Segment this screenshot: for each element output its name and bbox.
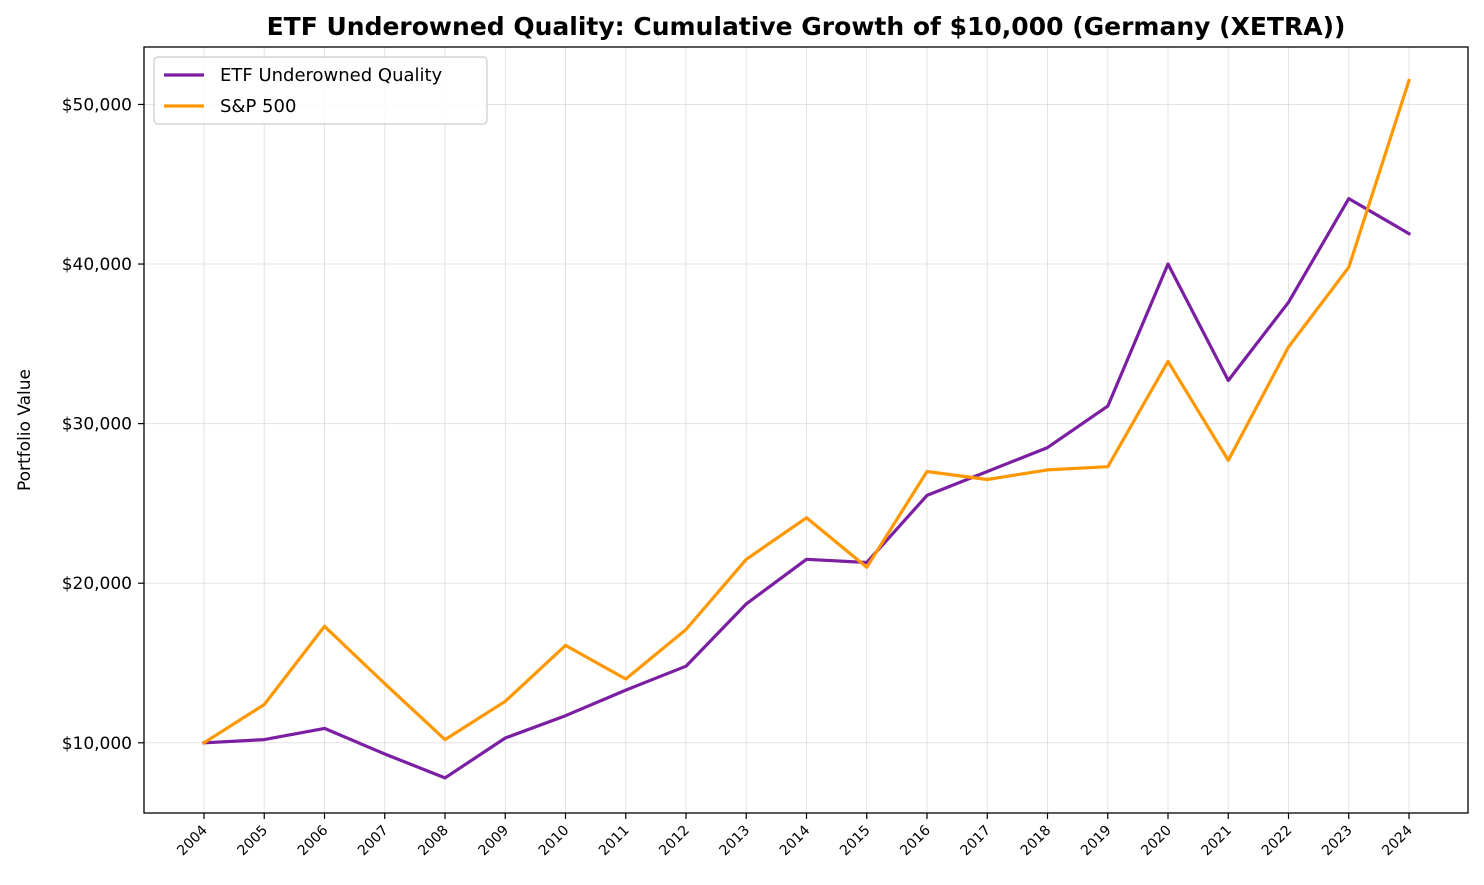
y-tick-label: $20,000: [62, 574, 132, 594]
series-line-etf-underowned-quality: [202, 197, 1412, 780]
legend: ETF Underowned Quality S&P 500: [153, 56, 488, 125]
y-tick-label: $30,000: [62, 415, 132, 435]
y-tick-label: $40,000: [62, 255, 132, 275]
y-axis-label: Portfolio Value: [15, 369, 35, 491]
y-axis-ticks: $10,000 $20,000 $30,000 $40,000 $50,000: [62, 95, 144, 754]
legend-box: [153, 56, 488, 125]
y-tick-label: $10,000: [62, 734, 132, 754]
series-line-sp-500: [201, 78, 1412, 746]
legend-label: ETF Underowned Quality: [220, 65, 443, 86]
legend-label: S&P 500: [220, 96, 296, 117]
series-layer: [201, 78, 1412, 780]
chart-title: ETF Underowned Quality: Cumulative Growt…: [267, 12, 1346, 41]
grid: [144, 47, 1468, 813]
y-tick-label: $50,000: [62, 95, 132, 115]
